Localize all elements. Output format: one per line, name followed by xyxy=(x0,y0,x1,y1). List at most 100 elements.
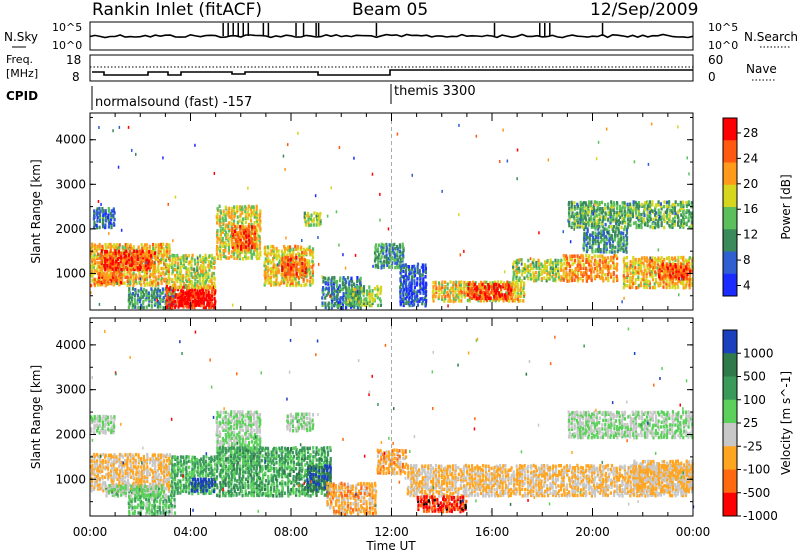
heatmap-cell xyxy=(354,289,357,293)
heatmap-cell xyxy=(357,285,360,289)
heatmap-cell xyxy=(607,276,610,281)
heatmap-cell xyxy=(325,293,328,298)
heatmap-cell xyxy=(350,305,353,309)
heatmap-cell xyxy=(383,259,386,264)
y-tick-label: 2000 xyxy=(55,222,86,236)
heatmap-cell xyxy=(242,227,245,231)
heatmap-cell xyxy=(160,257,163,261)
heatmap-cell xyxy=(125,261,128,266)
heatmap-cell xyxy=(617,229,620,233)
heatmap-cell xyxy=(342,276,345,280)
heatmap-cell xyxy=(202,263,205,268)
heatmap-cell xyxy=(531,260,534,265)
heatmap-cell xyxy=(388,247,391,252)
heatmap-cell xyxy=(245,245,248,249)
heatmap-cell xyxy=(308,267,311,271)
heatmap-cell xyxy=(221,236,224,241)
heatmap-cell xyxy=(626,271,629,276)
heatmap-cell xyxy=(297,275,300,280)
heatmap-cell xyxy=(634,271,637,276)
heatmap-cell xyxy=(132,471,135,475)
heatmap-cell xyxy=(102,247,105,251)
heatmap-cell xyxy=(280,257,283,261)
heatmap-cell xyxy=(634,208,637,212)
heatmap-cell xyxy=(374,263,377,268)
heatmap-cell xyxy=(210,279,213,284)
heatmap-cell xyxy=(487,293,491,297)
heatmap-cell xyxy=(275,249,278,253)
heatmap-cell xyxy=(376,257,380,261)
heatmap-cell xyxy=(227,248,230,252)
heatmap-cell xyxy=(590,212,593,216)
heatmap-cell xyxy=(344,277,347,282)
heatmap-cell xyxy=(419,273,422,277)
heatmap-cell xyxy=(596,262,599,267)
heatmap-cell xyxy=(653,260,656,265)
noise-left-label: N.Sky xyxy=(4,30,38,44)
heatmap-cell xyxy=(621,201,624,205)
heatmap-cell xyxy=(236,220,239,225)
heatmap-cell xyxy=(143,287,146,292)
heatmap-cell xyxy=(289,270,292,275)
heatmap-cell xyxy=(184,291,187,296)
heatmap-cell xyxy=(600,229,603,233)
heatmap-cell xyxy=(609,245,612,249)
heatmap-cell xyxy=(90,265,93,269)
heatmap-cell xyxy=(582,271,586,275)
heatmap-cell xyxy=(95,212,98,217)
heatmap-cell xyxy=(640,272,643,276)
heatmap-cell xyxy=(610,255,613,260)
heatmap-cell xyxy=(121,277,124,281)
heatmap-cell xyxy=(100,251,103,256)
heatmap-cell xyxy=(109,473,112,477)
heatmap-cell xyxy=(221,227,224,231)
heatmap-cell xyxy=(128,253,131,257)
heatmap-cell xyxy=(535,270,538,275)
heatmap-cell xyxy=(96,261,99,265)
heatmap-cell xyxy=(691,283,694,287)
heatmap-cell xyxy=(495,288,499,293)
heatmap-cell xyxy=(218,248,221,253)
heatmap-cell xyxy=(182,289,185,294)
heatmap-cell xyxy=(104,431,107,435)
heatmap-cell xyxy=(376,263,379,268)
heatmap-cell xyxy=(102,211,105,215)
heatmap-cell xyxy=(356,293,359,298)
heatmap-cell xyxy=(591,243,594,248)
heatmap-cell xyxy=(422,291,425,296)
heatmap-cell xyxy=(443,289,446,293)
heatmap-cell xyxy=(254,248,257,252)
heatmap-cell xyxy=(210,260,213,264)
heatmap-cell xyxy=(489,296,492,300)
heatmap-cell xyxy=(211,256,214,260)
scatter-cell xyxy=(145,261,147,265)
heatmap-cell xyxy=(96,252,100,257)
heatmap-cell xyxy=(617,239,620,244)
heatmap-cell xyxy=(98,206,101,211)
heatmap-cell xyxy=(583,231,586,236)
heatmap-cell xyxy=(402,299,405,304)
heatmap-cell xyxy=(300,253,303,257)
heatmap-cell xyxy=(358,278,361,283)
heatmap-cell xyxy=(112,213,115,218)
heatmap-cell xyxy=(192,299,195,304)
heatmap-cell xyxy=(594,227,597,231)
heatmap-cell xyxy=(128,263,132,267)
scatter-cell xyxy=(330,186,332,190)
heatmap-cell xyxy=(626,236,629,240)
heatmap-cell xyxy=(591,250,594,254)
heatmap-cell xyxy=(112,454,115,459)
heatmap-cell xyxy=(408,271,411,276)
heatmap-cell xyxy=(149,467,152,472)
heatmap-cell xyxy=(255,211,258,215)
heatmap-cell xyxy=(483,280,486,285)
heatmap-cell xyxy=(623,214,627,219)
heatmap-cell xyxy=(413,264,416,269)
heatmap-cell xyxy=(140,487,143,491)
heatmap-cell xyxy=(671,207,674,211)
heatmap-cell xyxy=(495,291,498,295)
heatmap-cell xyxy=(399,245,402,249)
heatmap-cell xyxy=(109,275,112,280)
heatmap-cell xyxy=(156,257,159,262)
heatmap-cell xyxy=(360,299,363,303)
